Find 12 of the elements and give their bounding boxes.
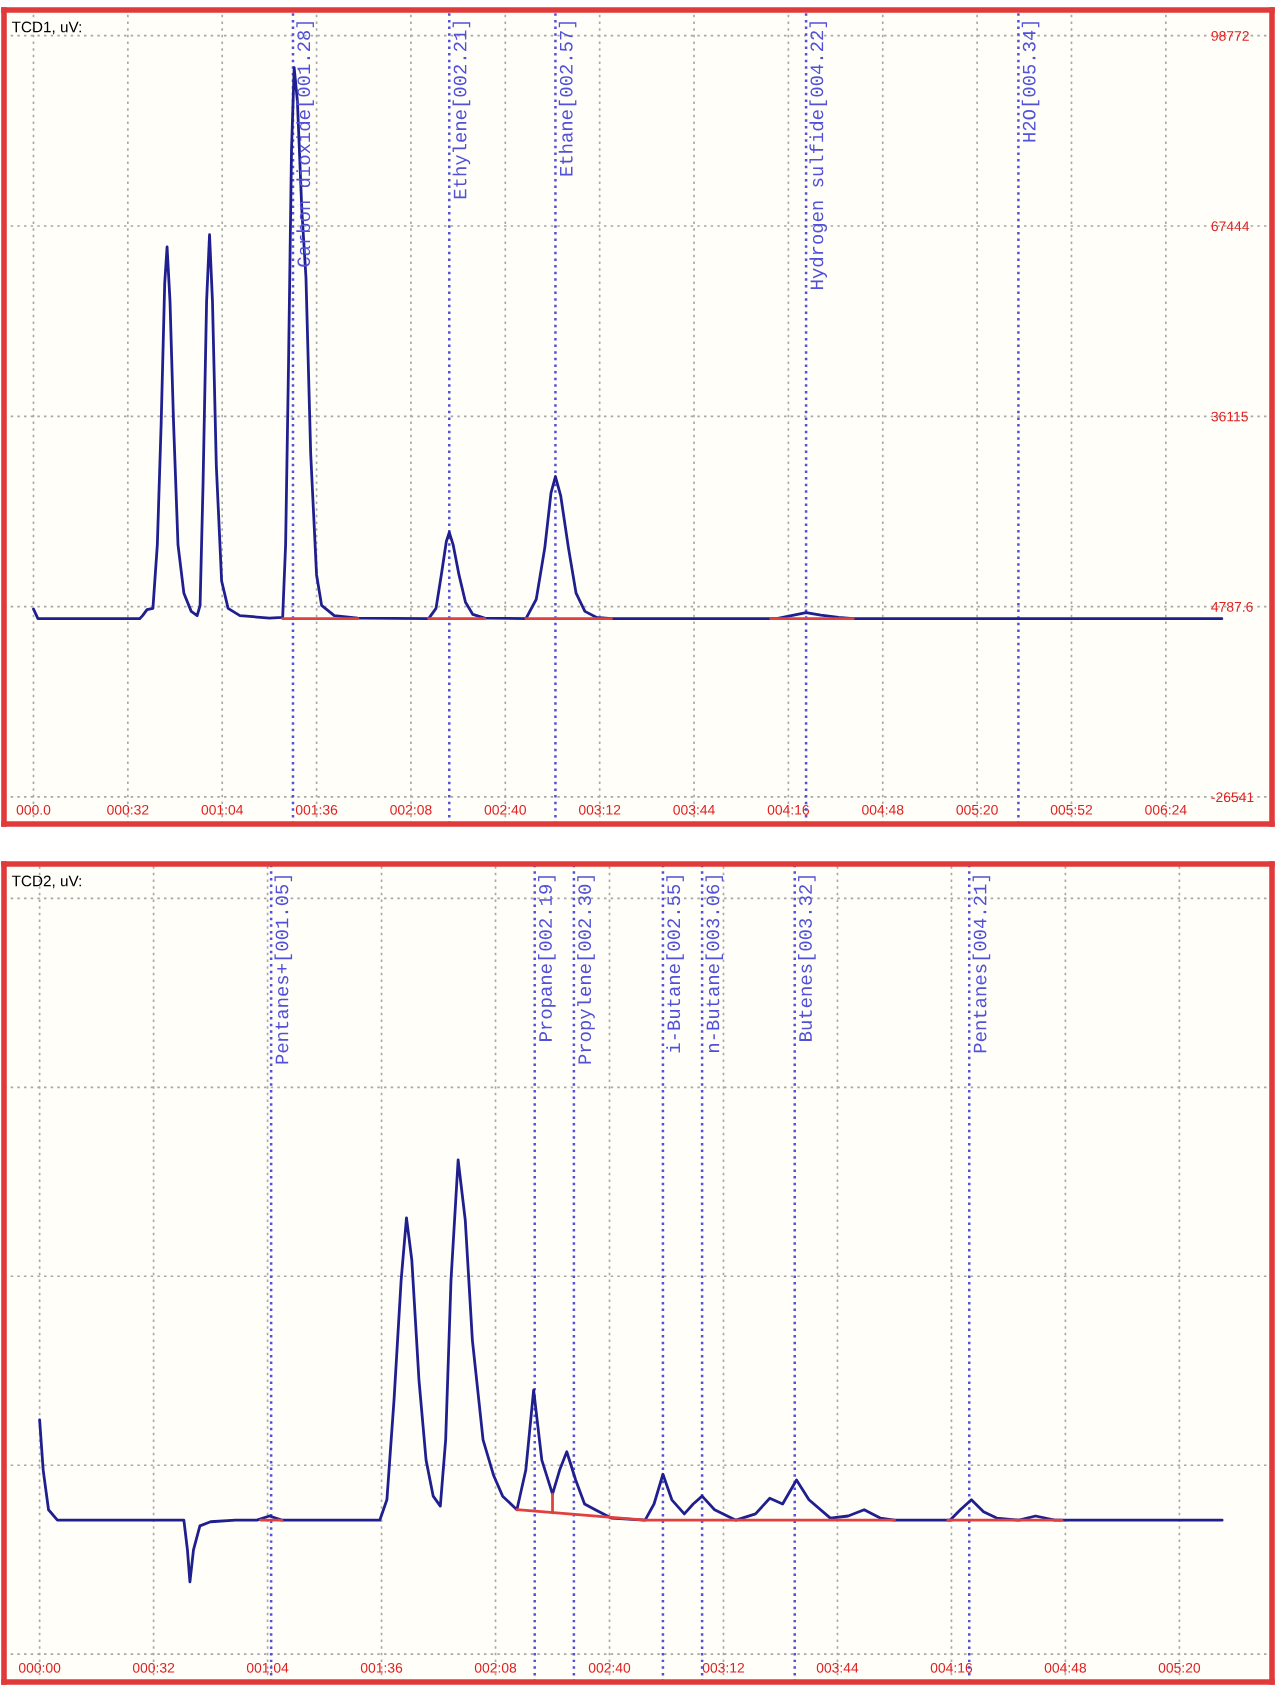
ref-line-label: Pentanes[004.21] (972, 876, 991, 1053)
ref-line-label: Hydrogen sulfide[004.22] (809, 22, 828, 289)
ref-line-label: Carbon dioxide[001.28] (296, 22, 314, 267)
ref-line-label: Propylene[002.30] (577, 876, 595, 1064)
ref-line-label: n-Butane[003.06] (705, 876, 724, 1053)
ref-line-label: Ethylene[002.21] (452, 22, 471, 199)
ref-line-label: Pentanes+[001.05] (274, 876, 293, 1064)
ref-line-label: Propane[002.19] (538, 876, 556, 1041)
ref-line-label: i-Butane[002.55] (666, 876, 684, 1053)
ref-line-label: Ethane[002.57] (558, 22, 577, 176)
ref-line-label: Butenes[003.32] (798, 876, 816, 1041)
ref-line-label: H2O[005.34] (1021, 22, 1040, 142)
